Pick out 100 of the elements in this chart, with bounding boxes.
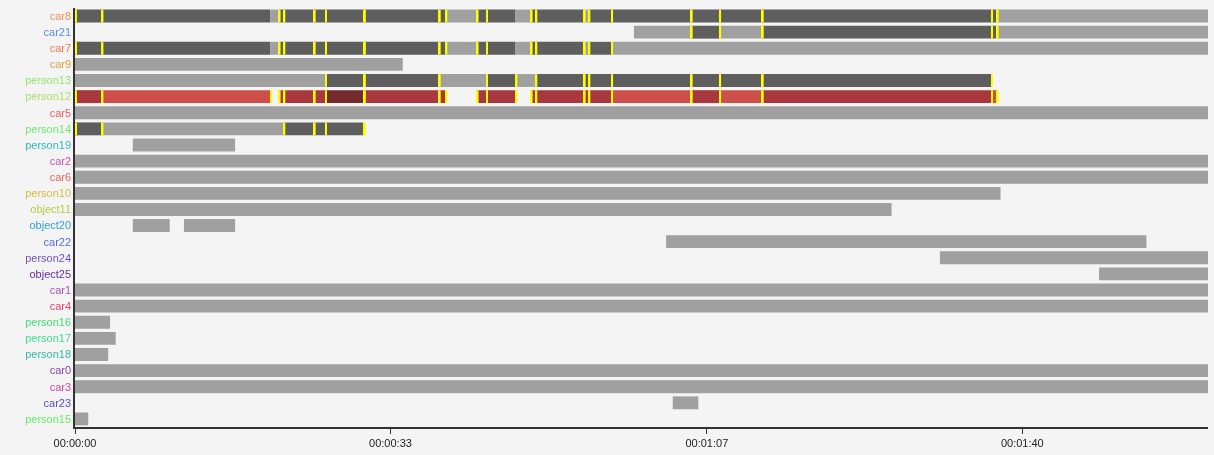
bar xyxy=(719,9,722,23)
bar xyxy=(690,90,693,104)
bar xyxy=(996,90,999,104)
bar xyxy=(690,9,693,23)
bar xyxy=(75,154,1208,168)
bar xyxy=(719,74,722,87)
bar xyxy=(1099,267,1208,281)
y-tick-label: car8 xyxy=(49,9,72,22)
bar xyxy=(996,9,1208,23)
bar xyxy=(611,90,614,104)
y-tick-label: person24 xyxy=(25,251,72,264)
bar xyxy=(363,74,366,87)
bar xyxy=(719,25,722,39)
y-tick-label: car7 xyxy=(49,42,72,55)
bar xyxy=(761,25,764,39)
bar xyxy=(363,41,366,55)
y-tick-label: car1 xyxy=(49,283,72,296)
bar xyxy=(325,90,364,104)
y-tick-label: object20 xyxy=(29,219,72,232)
y-tick-label: car22 xyxy=(43,235,72,248)
bar xyxy=(438,90,441,104)
bar xyxy=(75,283,1208,297)
y-tick-label: car2 xyxy=(49,154,72,167)
y-tick-label: car6 xyxy=(49,171,72,184)
y-tick-label: person14 xyxy=(25,122,72,135)
bar xyxy=(486,41,489,55)
bar xyxy=(313,90,316,104)
y-tick-label: car3 xyxy=(49,380,72,393)
y-tick-label: car5 xyxy=(49,106,72,119)
bar xyxy=(672,396,699,410)
bar xyxy=(939,251,1208,265)
bar xyxy=(633,25,692,39)
bar xyxy=(75,348,109,361)
bar xyxy=(75,299,1208,313)
y-tick-label: person18 xyxy=(25,348,72,361)
bar xyxy=(75,57,403,71)
bar xyxy=(75,364,1208,378)
y-tick-label: person15 xyxy=(25,412,72,425)
bar xyxy=(75,106,1208,120)
bar xyxy=(476,90,479,104)
bar xyxy=(75,74,326,87)
y-tick-label: car21 xyxy=(43,26,72,39)
bar xyxy=(611,41,614,55)
y-tick-label: car9 xyxy=(49,58,72,71)
bar xyxy=(438,74,441,87)
y-tick-label: person17 xyxy=(25,332,72,345)
bar xyxy=(278,41,281,55)
bar xyxy=(530,9,533,23)
bar xyxy=(75,203,892,216)
bar xyxy=(132,138,236,152)
bar xyxy=(270,90,273,104)
bar xyxy=(75,170,1208,184)
bar xyxy=(438,41,441,55)
y-tick-label: person16 xyxy=(25,316,72,329)
bar xyxy=(363,90,366,104)
bar xyxy=(278,9,281,23)
bar xyxy=(476,41,479,55)
bar xyxy=(761,74,764,87)
bar xyxy=(313,9,316,23)
bar xyxy=(486,9,489,23)
bar xyxy=(438,9,441,23)
bar xyxy=(583,90,586,104)
bar xyxy=(313,41,316,55)
bar xyxy=(132,219,170,232)
bar xyxy=(611,41,1208,55)
y-tick-label: person12 xyxy=(25,90,72,103)
bar xyxy=(611,9,614,23)
y-tick-label: car0 xyxy=(49,364,72,377)
x-tick-label: 00:01:40 xyxy=(1000,436,1044,449)
bar xyxy=(183,219,236,232)
bar xyxy=(588,9,997,23)
bar xyxy=(75,331,116,345)
bar xyxy=(666,235,1147,249)
x-tick-label: 00:00:33 xyxy=(369,436,412,449)
bar xyxy=(530,90,533,104)
bar xyxy=(690,25,693,39)
y-tick-label: object11 xyxy=(30,203,72,216)
bar xyxy=(75,412,89,426)
bar xyxy=(996,25,999,39)
bar xyxy=(515,9,531,23)
bar xyxy=(278,90,281,104)
x-tick-label: 00:01:07 xyxy=(685,436,729,449)
bar xyxy=(75,315,111,329)
bar xyxy=(270,9,279,23)
bar xyxy=(719,90,722,104)
bar xyxy=(313,122,316,136)
y-tick-label: person13 xyxy=(25,74,72,87)
bar xyxy=(75,380,1208,394)
bar xyxy=(761,90,992,104)
y-tick-label: car4 xyxy=(49,299,72,312)
bar xyxy=(690,74,693,87)
bar xyxy=(270,41,279,55)
bar xyxy=(583,74,586,87)
bar xyxy=(761,9,764,23)
bar xyxy=(486,90,489,104)
bar xyxy=(283,122,364,136)
bar xyxy=(486,74,489,87)
bar xyxy=(530,41,533,55)
y-tick-label: person19 xyxy=(25,138,72,151)
bar xyxy=(101,122,284,136)
